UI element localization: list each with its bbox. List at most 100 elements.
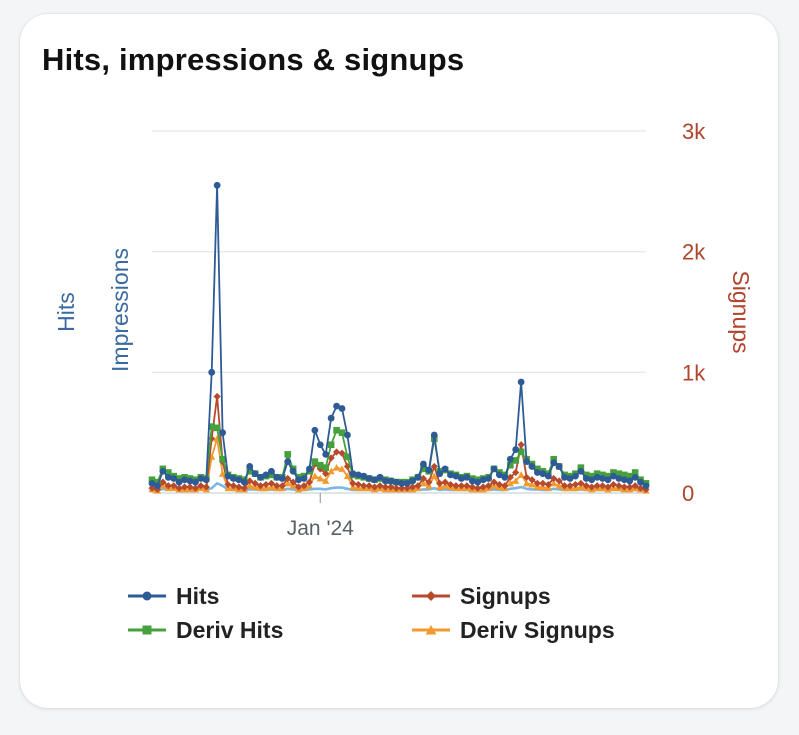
y-tick-label: 2k [682, 240, 706, 265]
data-point-signups [175, 484, 183, 492]
data-point-hits [642, 482, 650, 490]
data-point-deriv-signups [311, 472, 319, 480]
data-point-signups [506, 473, 514, 481]
data-point-deriv-signups [218, 470, 227, 477]
data-point-deriv-hits [582, 471, 590, 479]
data-point-hits [604, 476, 612, 484]
data-point-deriv-hits [175, 475, 183, 482]
data-point-hits [175, 478, 183, 486]
data-point-hits [631, 473, 639, 481]
data-point-hits [208, 368, 216, 376]
y-tick-label: 0 [682, 481, 694, 506]
data-point-hits [485, 475, 492, 482]
data-point-deriv-hits [420, 465, 427, 473]
legend-label-signups: Signups [460, 582, 551, 609]
legend-item-signups[interactable]: Signups [412, 580, 551, 612]
data-point-hits [403, 479, 411, 487]
data-point-hits [273, 473, 281, 481]
legend-item-deriv-hits[interactable]: Deriv Hits [128, 614, 283, 646]
data-point-hits [164, 473, 172, 481]
data-point-hits [154, 482, 161, 490]
data-point-signups [598, 482, 607, 490]
data-point-signups [213, 392, 221, 401]
data-point-deriv-hits [615, 470, 623, 477]
data-point-deriv-signups [332, 464, 341, 471]
data-point-deriv-hits [534, 465, 541, 473]
data-point-hits [262, 471, 270, 479]
data-point-hits [544, 472, 552, 480]
data-point-signups [294, 483, 303, 491]
data-point-signups [457, 482, 466, 490]
data-point-deriv-hits [631, 469, 639, 476]
data-point-hits [501, 473, 509, 481]
data-point-signups [560, 482, 569, 490]
data-point-deriv-hits [327, 441, 335, 449]
data-point-deriv-signups [550, 479, 558, 487]
data-point-hits [192, 478, 199, 486]
data-point-hits [534, 469, 541, 476]
data-point-deriv-hits [620, 471, 628, 479]
data-point-hits [610, 472, 617, 480]
data-point-deriv-hits [344, 453, 351, 461]
data-point-hits [289, 467, 297, 475]
data-point-hits [463, 473, 471, 481]
data-point-signups [376, 482, 384, 490]
y-tick-label: 1k [682, 360, 706, 385]
data-point-signups [425, 478, 433, 486]
data-point-deriv-hits [316, 461, 324, 469]
data-point-signups [267, 479, 276, 487]
data-point-hits [392, 478, 400, 486]
data-point-signups [604, 483, 612, 491]
legend-item-hits[interactable]: Hits [128, 580, 219, 612]
data-point-signups [170, 482, 178, 490]
data-point-deriv-signups [343, 472, 352, 480]
data-point-hits [539, 470, 547, 478]
data-point-deriv-hits [164, 469, 172, 476]
data-point-deriv-hits [604, 472, 612, 480]
data-point-hits [496, 471, 503, 479]
data-point-signups [322, 470, 330, 478]
data-point-hits [382, 477, 389, 485]
series-line-hits [151, 184, 647, 487]
data-point-deriv-signups [506, 479, 514, 487]
data-point-deriv-hits [268, 471, 275, 479]
data-point-hits [561, 473, 568, 481]
data-point-deriv-hits [338, 429, 346, 436]
data-point-signups [332, 448, 341, 456]
data-point-signups [414, 482, 422, 490]
data-point-signups [539, 479, 547, 487]
data-point-signups [148, 484, 156, 492]
data-point-signups [305, 478, 314, 486]
data-point-hits [186, 477, 194, 485]
legend-marker-deriv-signups [412, 625, 450, 635]
data-point-signups [284, 474, 292, 483]
legend-item-deriv-signups[interactable]: Deriv Signups [412, 614, 615, 646]
data-point-deriv-signups [338, 465, 346, 472]
data-point-hits [354, 471, 362, 479]
data-point-signups [490, 478, 498, 486]
data-point-signups [354, 480, 362, 489]
data-point-hits [295, 476, 302, 484]
data-point-signups [419, 474, 428, 483]
data-point-hits [284, 458, 292, 466]
data-point-hits [235, 476, 243, 484]
data-point-hits [517, 378, 525, 386]
data-point-signups [636, 484, 645, 492]
data-point-hits [572, 472, 579, 480]
data-point-deriv-signups [327, 467, 335, 475]
data-point-signups [360, 482, 368, 490]
data-point-hits [360, 472, 368, 480]
data-point-hits [599, 475, 606, 482]
data-point-hits [322, 450, 330, 458]
data-point-signups [186, 483, 194, 491]
data-point-deriv-signups [522, 479, 531, 487]
data-point-hits [306, 465, 313, 473]
data-point-signups [588, 483, 596, 491]
data-point-signups [229, 482, 238, 490]
data-point-hits [468, 477, 476, 485]
data-point-signups [441, 478, 449, 486]
legend-label-deriv-hits: Deriv Hits [176, 616, 284, 643]
data-point-signups [408, 483, 417, 491]
data-point-hits [577, 467, 585, 475]
data-point-signups [403, 484, 411, 492]
